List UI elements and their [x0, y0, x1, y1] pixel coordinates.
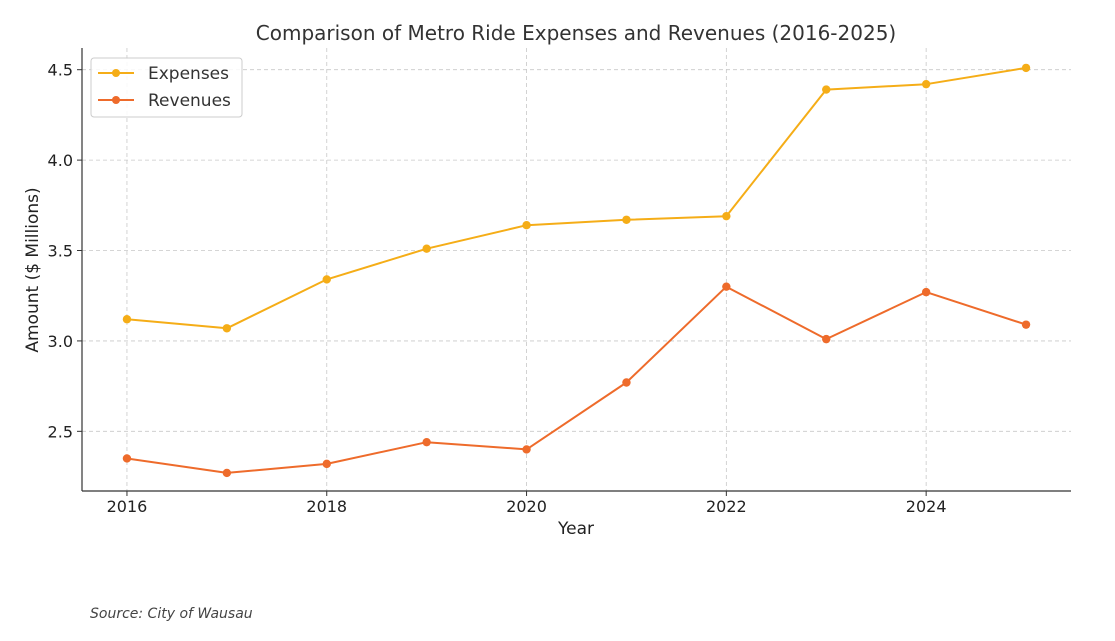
data-point-expenses: [422, 244, 431, 253]
y-axis-label: Amount ($ Millions): [23, 187, 43, 352]
tick-labels: 2016 2018 2020 2022 2024 2.5 3.0 3.5 4.0 4.5: [48, 61, 947, 516]
data-point-expenses: [722, 211, 731, 221]
data-series: [122, 63, 1031, 478]
data-point-expenses: [522, 221, 531, 230]
axes: [77, 48, 1071, 496]
legend-label-revenues: Revenues: [148, 91, 231, 111]
x-tick-label: 2016: [107, 497, 148, 516]
data-point-expenses: [322, 275, 331, 284]
y-tick-label: 3.0: [48, 332, 73, 351]
data-point-expenses: [1021, 63, 1031, 73]
y-tick-label: 2.5: [48, 422, 73, 441]
data-point-revenues: [822, 334, 831, 344]
series-expenses: [122, 63, 1031, 333]
series-line-revenues: [126, 285, 1027, 474]
y-tick-label: 4.5: [48, 61, 73, 80]
data-point-revenues: [622, 378, 631, 387]
source-note: Source: City of Wausau: [90, 606, 253, 622]
legend-marker-expenses: [112, 69, 120, 77]
data-point-revenues: [422, 437, 431, 447]
data-point-revenues: [322, 459, 331, 469]
data-point-expenses: [222, 324, 232, 333]
data-point-expenses: [622, 215, 631, 224]
x-axis-label: Year: [557, 519, 594, 539]
data-point-revenues: [1021, 320, 1031, 329]
x-tick-label: 2020: [506, 497, 547, 516]
y-tick-label: 4.0: [48, 151, 73, 170]
series-revenues: [122, 282, 1031, 478]
data-point-revenues: [921, 287, 931, 297]
data-point-revenues: [222, 468, 232, 478]
data-point-expenses: [822, 85, 831, 94]
legend-marker-revenues: [112, 96, 120, 104]
data-point-revenues: [522, 445, 531, 454]
legend-label-expenses: Expenses: [148, 64, 229, 84]
legend: Expenses Revenues: [90, 57, 243, 118]
data-point-expenses: [921, 79, 931, 89]
y-tick-label: 3.5: [48, 242, 73, 261]
grid-lines: [82, 48, 1071, 491]
series-line-expenses: [126, 66, 1027, 330]
data-point-revenues: [122, 454, 132, 463]
data-point-revenues: [722, 282, 731, 291]
chart-title: Comparison of Metro Ride Expenses and Re…: [256, 21, 896, 45]
x-tick-label: 2024: [906, 497, 947, 516]
x-tick-label: 2018: [306, 497, 347, 516]
data-point-expenses: [122, 315, 132, 324]
x-tick-label: 2022: [706, 497, 747, 516]
